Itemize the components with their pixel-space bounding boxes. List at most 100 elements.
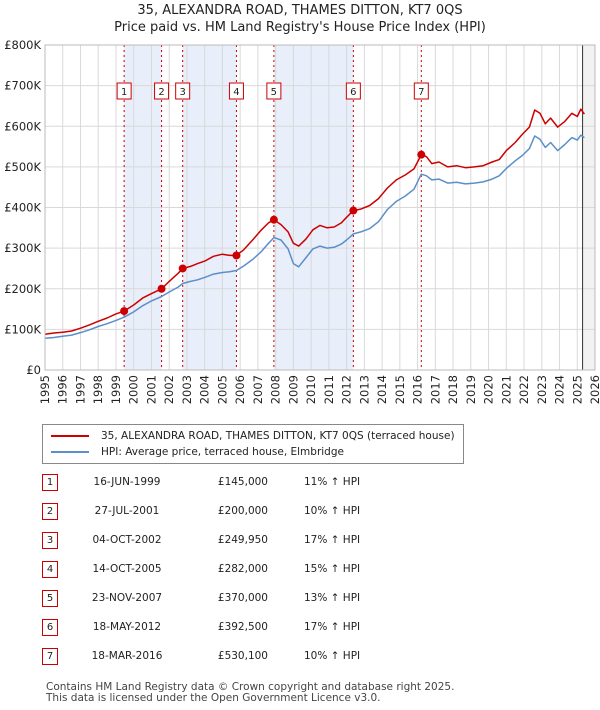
plot-area: £0 £100K £200K £300K £400K £500K £600K £700K £80… — [4, 38, 600, 404]
legend-label-price: 35, ALEXANDRA ROAD, THAMES DITTON, KT7 0… — [101, 430, 455, 442]
sale-number: 5 — [42, 590, 58, 607]
x-tick-label: 2013 — [357, 375, 371, 404]
chart: 35, ALEXANDRA ROAD, THAMES DITTON, KT7 0… — [4, 3, 600, 404]
sale-date: 04-OCT-2002 — [92, 534, 162, 546]
sale-marker-number: 3 — [179, 87, 185, 98]
sale-point — [178, 264, 187, 273]
chart-title: 35, ALEXANDRA ROAD, THAMES DITTON, KT7 0… — [137, 3, 462, 18]
x-tick-label: 2016 — [411, 375, 425, 404]
x-tick-label: 2006 — [233, 375, 247, 404]
x-tick-label: 2023 — [535, 375, 549, 404]
sale-marker-box — [154, 82, 170, 100]
legend-swatch-price — [51, 435, 89, 437]
x-tick-label: 2001 — [144, 375, 158, 404]
legend-label-hpi: HPI: Average price, terraced house, Elmb… — [101, 446, 344, 458]
sale-marker-number: 4 — [233, 87, 239, 98]
sale-number: 4 — [42, 561, 58, 578]
x-tick-label: 2022 — [517, 375, 531, 404]
sale-row: 1 16-JUN-1999 £145,000 11% ↑ HPI — [42, 472, 562, 492]
sale-marker-number: 7 — [418, 87, 424, 98]
legend-item-price: 35, ALEXANDRA ROAD, THAMES DITTON, KT7 0… — [51, 428, 455, 444]
x-tick-label: 2008 — [269, 375, 283, 404]
x-tick-label: 2011 — [322, 375, 336, 404]
sale-date: 23-NOV-2007 — [91, 592, 163, 604]
price-paid-line — [44, 108, 586, 336]
x-tick-label: 2005 — [215, 375, 229, 404]
x-tick-label: 2019 — [464, 375, 478, 404]
x-tick-label: 2018 — [446, 375, 460, 404]
sale-hpi-change: 17% ↑ HPI — [304, 621, 361, 633]
x-tick-label: 2025 — [570, 375, 584, 404]
y-tick-label: £200K — [4, 282, 41, 296]
sale-number: 7 — [42, 648, 58, 665]
sale-number: 3 — [42, 532, 58, 549]
y-tick-label: £500K — [4, 160, 41, 174]
x-tick-label: 1997 — [73, 375, 87, 404]
x-tick-label: 2004 — [198, 375, 212, 404]
sale-row: 7 18-MAR-2016 £530,100 10% ↑ HPI — [42, 646, 562, 666]
x-tick-label: 2003 — [180, 375, 194, 404]
sale-marker-box — [116, 82, 132, 100]
x-tick-label: 2015 — [393, 375, 407, 404]
sale-marker-number: 1 — [121, 87, 127, 98]
x-tick-label: 2014 — [375, 375, 389, 404]
footer-line-1: Contains HM Land Registry data © Crown c… — [46, 681, 455, 693]
x-tick-label: 1998 — [91, 375, 105, 404]
x-tick-label: 1995 — [38, 375, 52, 404]
x-tick-label: 2024 — [553, 375, 567, 404]
y-tick-label: £800K — [4, 38, 41, 52]
y-tick-label: £400K — [4, 201, 41, 215]
sale-point — [269, 215, 278, 224]
sale-row: 2 27-JUL-2001 £200,000 10% ↑ HPI — [42, 501, 562, 521]
sale-hpi-change: 10% ↑ HPI — [304, 505, 361, 517]
legend-swatch-hpi — [51, 451, 89, 453]
sale-row: 4 14-OCT-2005 £282,000 15% ↑ HPI — [42, 559, 562, 579]
sale-price: £249,950 — [217, 534, 268, 546]
sale-point — [349, 206, 358, 215]
x-tick-label: 1996 — [56, 375, 70, 404]
sale-number: 6 — [42, 619, 58, 636]
x-tick-label: 2017 — [428, 375, 442, 404]
sale-hpi-change: 11% ↑ HPI — [304, 476, 361, 488]
sale-date: 18-MAY-2012 — [92, 621, 162, 633]
footer-line-2: This data is licensed under the Open Gov… — [46, 692, 381, 704]
chart-subtitle: Price paid vs. HM Land Registry's House … — [114, 20, 486, 35]
sale-marker-number: 5 — [271, 87, 277, 98]
x-tick-label: 2010 — [304, 375, 318, 404]
sale-point — [417, 150, 426, 159]
sale-hpi-change: 15% ↑ HPI — [304, 563, 361, 575]
sale-point — [157, 284, 166, 293]
sale-marker-number: 2 — [158, 87, 164, 98]
sale-marker-number: 6 — [350, 87, 356, 98]
sale-number: 1 — [42, 474, 58, 491]
sale-price: £530,100 — [217, 650, 268, 662]
sale-hpi-change: 13% ↑ HPI — [304, 592, 361, 604]
x-tick-label: 2012 — [340, 375, 354, 404]
sale-row: 3 04-OCT-2002 £249,950 17% ↑ HPI — [42, 530, 562, 550]
plot-border — [44, 44, 596, 371]
sale-price: £370,000 — [217, 592, 268, 604]
x-tick-label: 2000 — [127, 375, 141, 404]
y-tick-label: £600K — [4, 119, 41, 133]
sale-marker-box — [345, 82, 361, 100]
sale-price: £200,000 — [217, 505, 268, 517]
y-tick-label: £300K — [4, 241, 41, 255]
sale-date: 16-JUN-1999 — [93, 476, 161, 488]
x-tick-label: 2009 — [286, 375, 300, 404]
hpi-line — [44, 134, 585, 340]
sale-date: 27-JUL-2001 — [94, 505, 160, 517]
sale-hpi-change: 10% ↑ HPI — [304, 650, 361, 662]
sale-point — [232, 251, 241, 260]
x-tick-label: 2020 — [482, 375, 496, 404]
x-tick-label: 2021 — [499, 375, 513, 404]
x-tick-label: 2002 — [162, 375, 176, 404]
sale-point — [120, 307, 129, 316]
x-tick-label: 2026 — [588, 375, 600, 404]
sale-date: 14-OCT-2005 — [92, 563, 162, 575]
sale-number: 2 — [42, 503, 58, 520]
sale-price: £145,000 — [217, 476, 268, 488]
sale-marker-box — [266, 82, 282, 100]
y-tick-label: £700K — [4, 79, 41, 93]
sale-marker-box — [413, 82, 429, 100]
footer: Contains HM Land Registry data © Crown c… — [46, 682, 454, 704]
